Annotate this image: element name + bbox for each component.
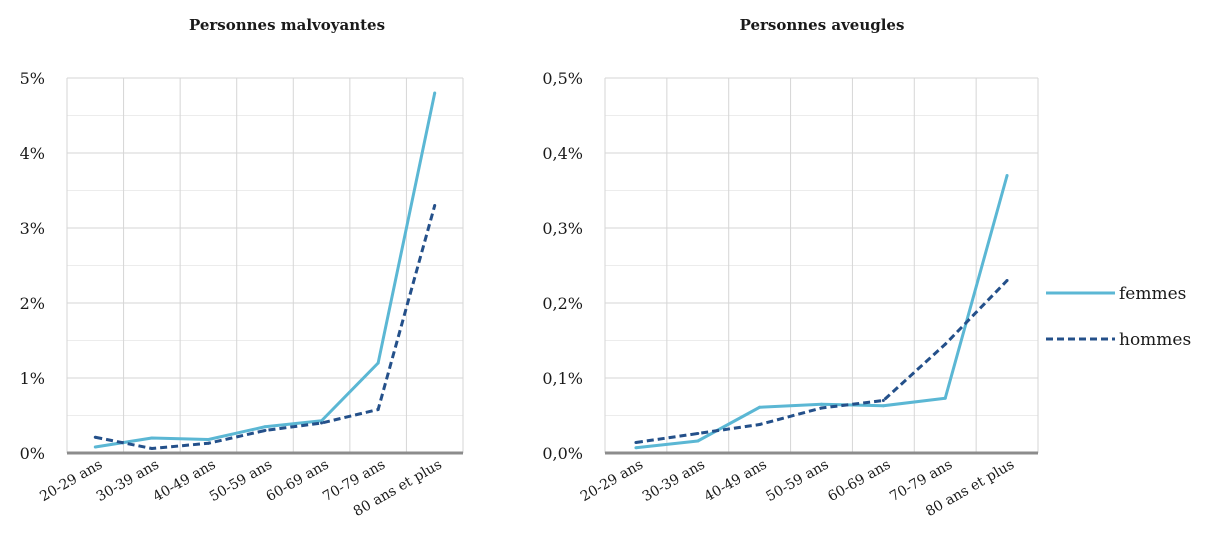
y-tick-label: 0,1%	[542, 369, 583, 388]
data-point-femmes	[376, 361, 380, 365]
x-tick-label: 60-69 ans	[825, 457, 893, 506]
data-point-hommes	[634, 441, 638, 444]
series-line-hommes	[94, 205, 437, 450]
series-line-hommes	[635, 279, 1009, 444]
data-point-femmes	[820, 402, 823, 406]
x-tick-label: 40-49 ans	[150, 457, 218, 506]
data-point-hommes	[881, 399, 885, 402]
data-point-femmes	[206, 438, 210, 441]
data-point-femmes	[320, 419, 324, 423]
x-tick-label: 60-69 ans	[264, 457, 332, 506]
x-tick-label: 20-29 ans	[37, 457, 105, 506]
data-point-femmes	[943, 396, 947, 400]
chart-title: Personnes malvoyantes	[189, 16, 385, 34]
legend: femmes hommes	[1046, 284, 1191, 350]
data-point-femmes	[150, 436, 154, 440]
y-tick-label: 0,5%	[542, 69, 583, 88]
data-point-hommes	[376, 408, 380, 411]
series-line-femmes	[95, 92, 437, 449]
chart-malvoyantes: Personnes malvoyantes 0% 1% 2% 3% 4% 5% 20-29 a…	[20, 16, 464, 520]
data-point-femmes	[93, 445, 97, 449]
data-point-hommes	[433, 204, 437, 207]
x-tick-label: 50-59 ans	[207, 457, 275, 506]
y-tick-label: 2%	[20, 294, 45, 313]
data-point-hommes	[820, 406, 823, 410]
data-point-femmes	[1005, 174, 1009, 177]
data-point-hommes	[150, 447, 154, 450]
x-tick-label: 30-39 ans	[640, 457, 708, 506]
data-point-femmes	[634, 446, 638, 450]
data-point-femmes	[881, 404, 885, 408]
legend-label: femmes	[1119, 284, 1186, 304]
y-tick-label: 0,2%	[542, 294, 583, 313]
data-point-hommes	[943, 342, 947, 346]
data-point-hommes	[320, 421, 324, 425]
y-tick-label: 0%	[20, 444, 45, 463]
legend-label: hommes	[1119, 330, 1191, 350]
data-point-femmes	[758, 405, 762, 409]
data-point-femmes	[696, 439, 700, 443]
data-point-hommes	[263, 429, 267, 432]
data-point-hommes	[93, 435, 97, 439]
data-point-femmes	[433, 91, 437, 95]
y-tick-label: 1%	[20, 369, 45, 388]
chart-title: Personnes aveugles	[740, 16, 905, 34]
x-tick-label: 40-49 ans	[702, 457, 770, 506]
data-point-hommes	[206, 441, 210, 445]
data-point-hommes	[696, 432, 700, 435]
x-tick-label: 20-29 ans	[578, 457, 646, 506]
data-point-femmes	[263, 425, 267, 429]
chart-aveugles: Personnes aveugles 0,0% 0,1% 0,2% 0,3% 0,4% 0,…	[542, 16, 1039, 520]
x-tick-label: 30-39 ans	[94, 457, 162, 506]
x-tick-label: 50-59 ans	[763, 457, 831, 506]
data-point-hommes	[758, 423, 762, 426]
y-tick-label: 0,3%	[542, 219, 583, 238]
data-point-hommes	[1005, 279, 1009, 282]
y-tick-label: 0,0%	[542, 444, 583, 463]
y-tick-label: 4%	[20, 144, 45, 163]
y-tick-label: 3%	[20, 219, 45, 238]
y-tick-label: 5%	[20, 69, 45, 88]
y-tick-label: 0,4%	[542, 144, 583, 163]
